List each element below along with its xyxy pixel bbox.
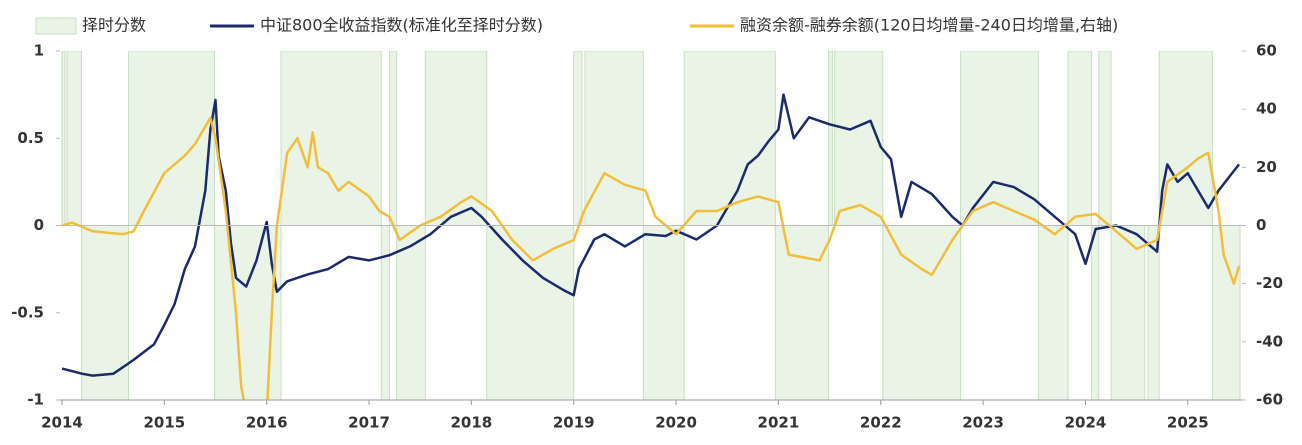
x-tick-label: 2022 bbox=[860, 414, 902, 432]
timing-bar bbox=[960, 51, 1039, 226]
x-tick-label: 2018 bbox=[451, 414, 493, 432]
timing-bar bbox=[1067, 51, 1093, 226]
timing-bar bbox=[642, 225, 685, 400]
timing-bar bbox=[1098, 51, 1112, 226]
timing-bar bbox=[774, 225, 830, 400]
timing-bar bbox=[828, 51, 834, 226]
timing-bar bbox=[380, 225, 391, 400]
legend: 择时分数 中证800全收益指数(标准化至择时分数) 融资余额-融券余额(120日均增… bbox=[35, 16, 1118, 35]
axes: 2014 2015 2016 2017 2018 2019 2020 2021 2022 2023… bbox=[11, 42, 1283, 432]
y2-tick-label: -20 bbox=[1256, 274, 1283, 292]
legend-label: 融资余额-融券余额(120日均增量-240日均增量,右轴) bbox=[740, 16, 1118, 35]
timing-bar bbox=[1211, 225, 1241, 400]
timing-bar bbox=[1110, 225, 1146, 400]
legend-label: 中证800全收益指数(标准化至择时分数) bbox=[260, 16, 543, 35]
timing-bar bbox=[584, 51, 644, 226]
y2-tick-label: 60 bbox=[1256, 42, 1277, 60]
x-tick-label: 2017 bbox=[348, 414, 390, 432]
timing-bar bbox=[683, 51, 776, 226]
y-tick-label: 0.5 bbox=[17, 129, 44, 147]
y2-tick-label: -40 bbox=[1256, 332, 1283, 350]
timing-bar bbox=[882, 225, 962, 400]
timing-bar bbox=[396, 225, 426, 400]
timing-bar bbox=[1037, 225, 1069, 400]
timing-bar bbox=[573, 51, 583, 226]
x-tick-label: 2019 bbox=[553, 414, 595, 432]
timing-bar bbox=[389, 51, 398, 226]
y2-tick-label: 40 bbox=[1256, 100, 1277, 118]
timing-bar bbox=[80, 225, 130, 400]
y-tick-label: -1 bbox=[27, 391, 44, 409]
x-tick-label: 2024 bbox=[1065, 414, 1107, 432]
y-tick-label: 1 bbox=[34, 42, 44, 60]
timing-bar bbox=[834, 51, 884, 226]
timing-bar bbox=[1158, 51, 1213, 226]
legend-swatch bbox=[35, 17, 77, 35]
x-tick-label: 2023 bbox=[962, 414, 1004, 432]
timing-bar bbox=[61, 51, 66, 226]
y-tick-label: 0 bbox=[34, 216, 44, 234]
timing-bar bbox=[1091, 225, 1100, 400]
timing-bar bbox=[128, 51, 215, 226]
legend-label: 择时分数 bbox=[82, 16, 146, 35]
x-tick-label: 2015 bbox=[143, 414, 185, 432]
y2-tick-label: 20 bbox=[1256, 158, 1277, 176]
x-tick-label: 2025 bbox=[1167, 414, 1209, 432]
x-tick-label: 2014 bbox=[41, 414, 83, 432]
series-line bbox=[61, 93, 1240, 377]
x-tick-label: 2016 bbox=[246, 414, 288, 432]
y2-tick-label: -60 bbox=[1256, 391, 1283, 409]
timing-bar bbox=[66, 51, 82, 226]
timing-bar bbox=[486, 225, 575, 400]
x-tick-label: 2021 bbox=[758, 414, 800, 432]
y-tick-label: -0.5 bbox=[11, 303, 44, 321]
x-tick-label: 2020 bbox=[655, 414, 697, 432]
y2-tick-label: 0 bbox=[1256, 216, 1266, 234]
